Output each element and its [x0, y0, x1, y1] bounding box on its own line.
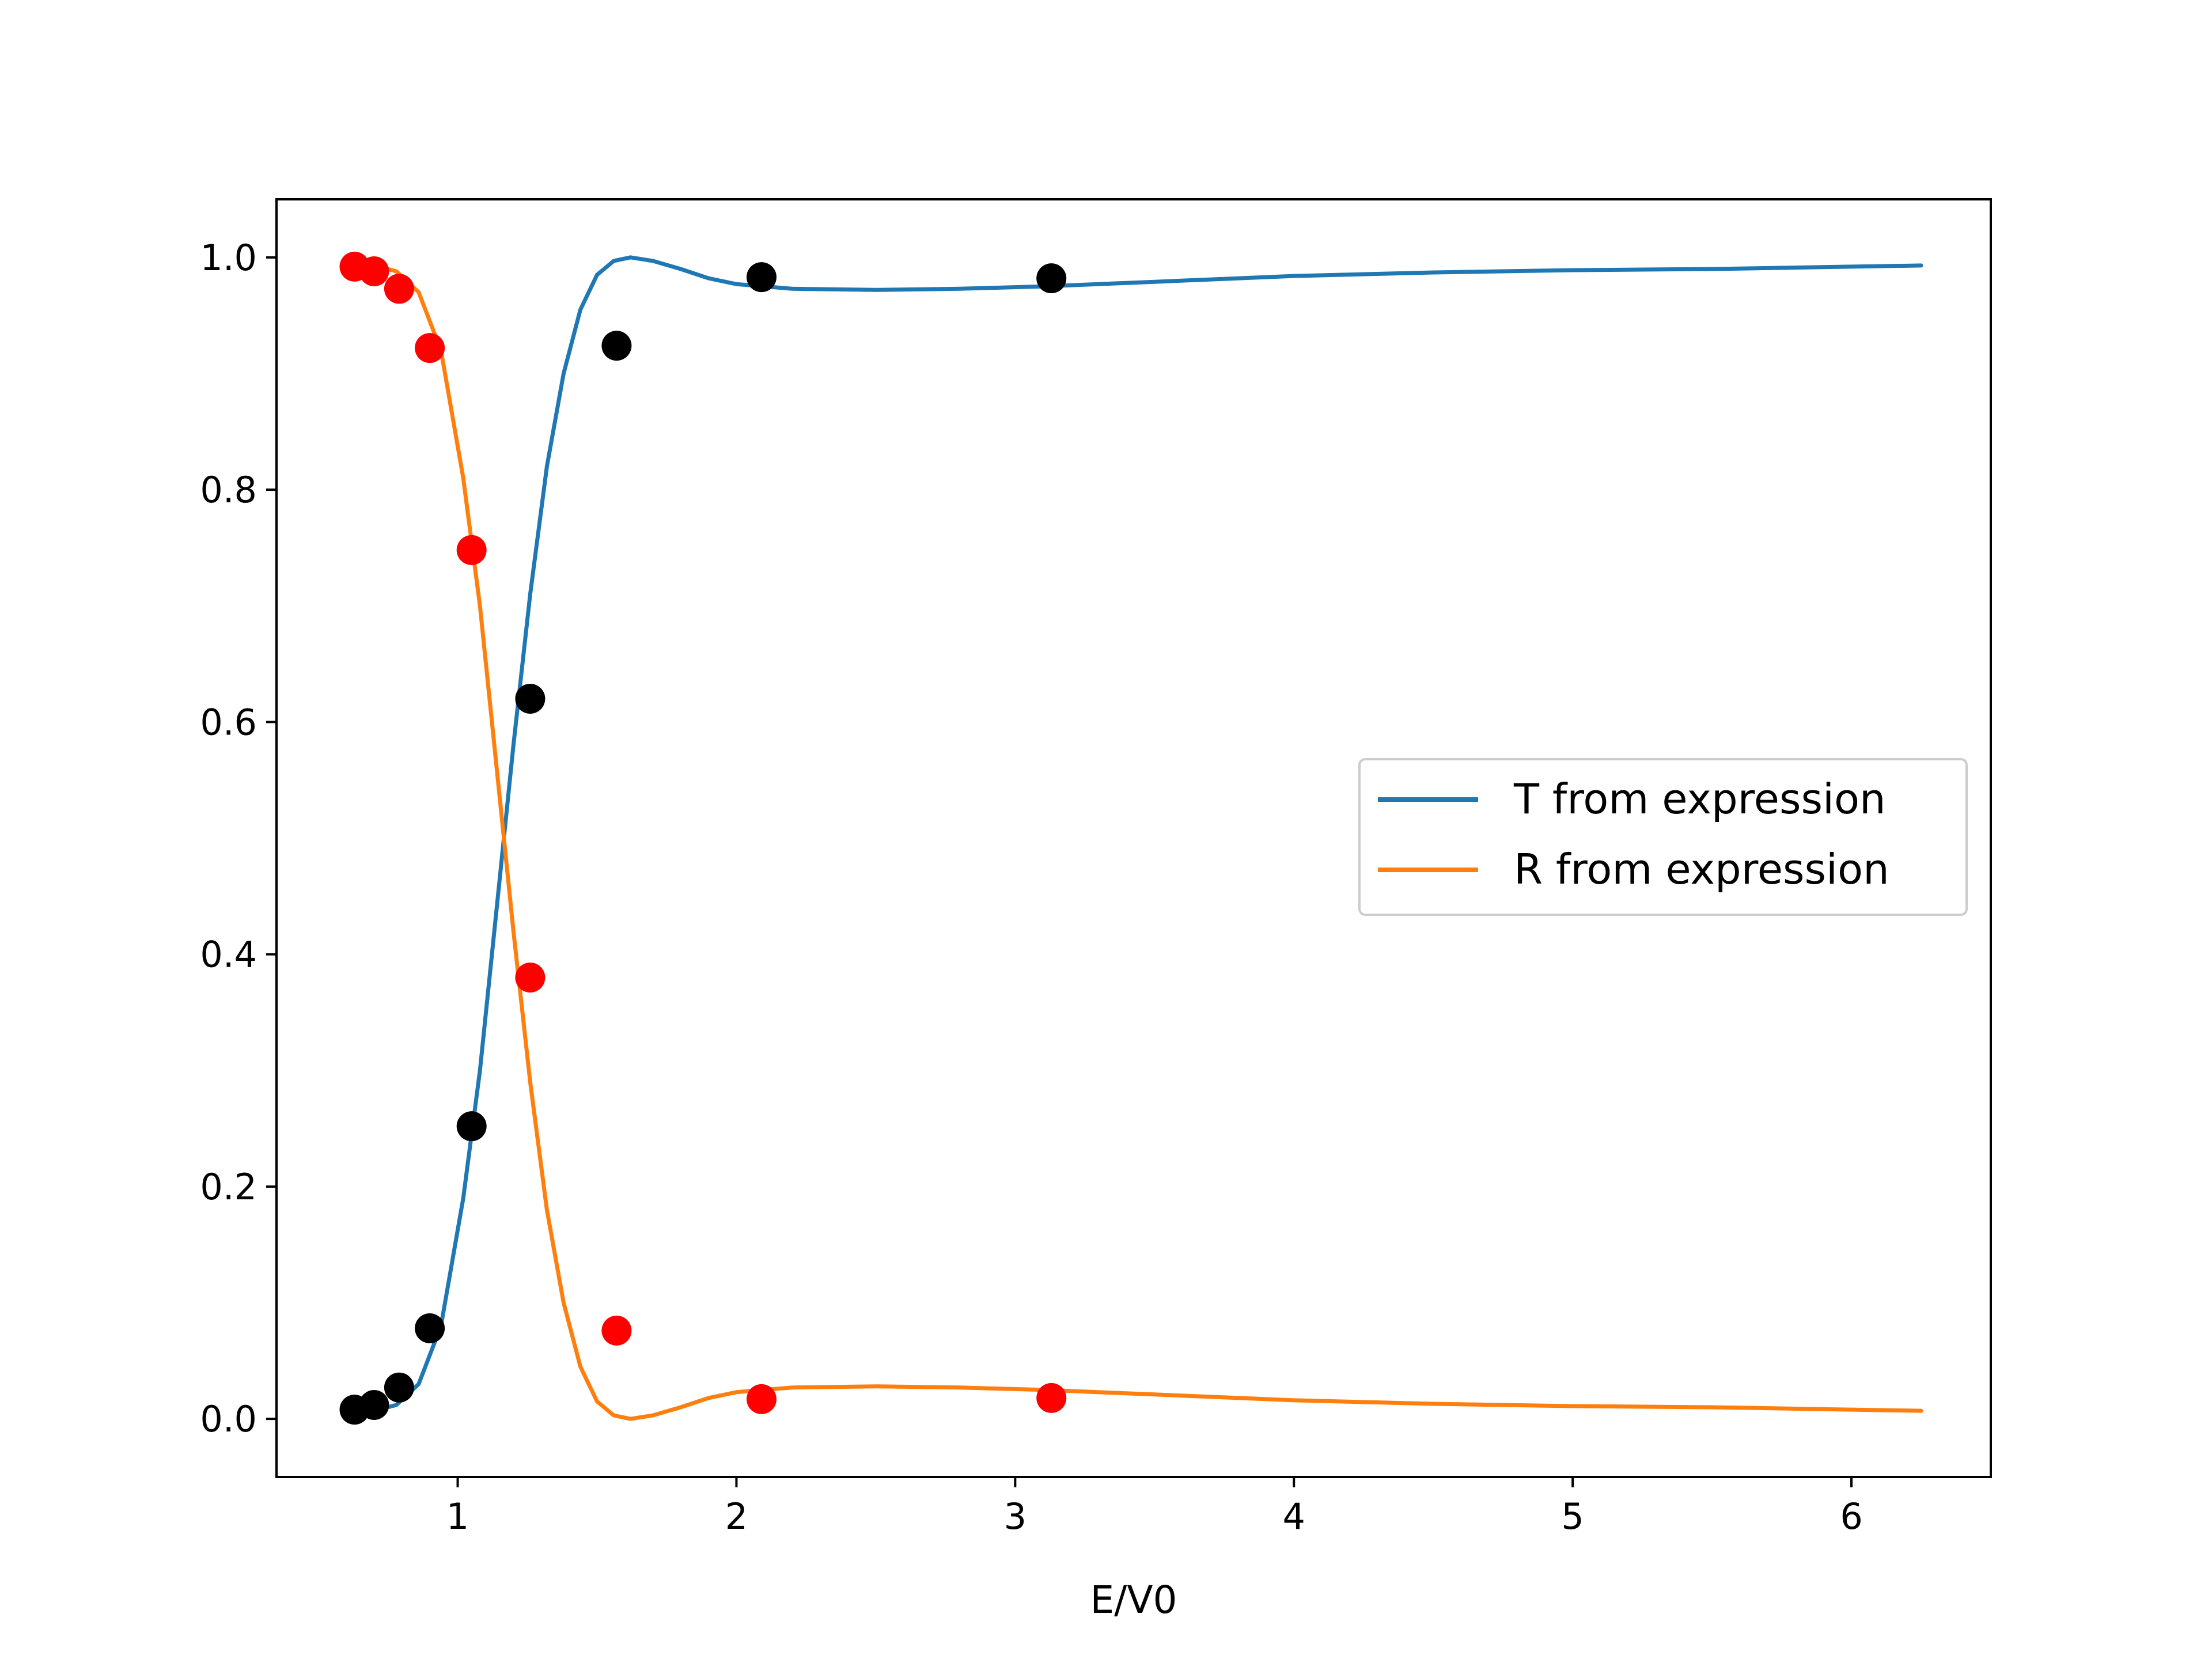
data-point-3-5	[515, 963, 546, 993]
x-tick-label: 5	[1561, 1495, 1584, 1537]
data-point-2-7	[747, 262, 777, 293]
plot-points	[339, 251, 1067, 1425]
data-point-2-1	[359, 1390, 389, 1420]
data-point-3-7	[747, 1384, 777, 1414]
legend-label-r: R from expression	[1514, 845, 1889, 893]
y-tick-label: 0.2	[200, 1166, 257, 1208]
y-axis: 0.0 0.2 0.4 0.6 0.8 1.0	[200, 237, 276, 1440]
series-line-0	[353, 255, 1923, 1415]
y-tick-label: 1.0	[200, 237, 257, 279]
y-tick-label: 0.0	[200, 1398, 257, 1440]
y-tick-label: 0.4	[200, 934, 257, 976]
legend-box	[1358, 758, 1968, 916]
legend-label-t: T from expression	[1513, 775, 1886, 823]
x-axis-label: E/V0	[1090, 1578, 1177, 1622]
x-tick-label: 1	[446, 1495, 469, 1537]
data-point-2-4	[456, 1111, 487, 1142]
plot-frame	[275, 198, 1992, 1478]
data-point-2-6	[601, 331, 632, 361]
data-point-3-4	[456, 535, 487, 565]
data-point-2-8	[1036, 263, 1067, 294]
data-point-2-5	[515, 684, 546, 714]
x-axis: 1 2 3 4 5 6	[446, 1477, 1863, 1537]
data-point-3-1	[359, 256, 389, 286]
series-line-1	[353, 261, 1923, 1421]
data-point-3-6	[601, 1315, 632, 1346]
x-tick-label: 2	[725, 1495, 748, 1537]
data-point-2-3	[415, 1313, 445, 1343]
data-point-2-2	[384, 1372, 414, 1403]
x-tick-label: 4	[1283, 1495, 1305, 1537]
y-tick-label: 0.8	[200, 469, 257, 511]
plot-lines	[353, 255, 1923, 1421]
x-tick-label: 6	[1840, 1495, 1862, 1537]
legend: T from expression R from expression	[1358, 758, 1968, 916]
data-point-3-3	[415, 333, 445, 363]
y-tick-label: 0.6	[200, 701, 257, 743]
data-point-3-2	[384, 274, 414, 304]
data-point-3-8	[1036, 1382, 1067, 1413]
x-tick-label: 3	[1004, 1495, 1027, 1537]
